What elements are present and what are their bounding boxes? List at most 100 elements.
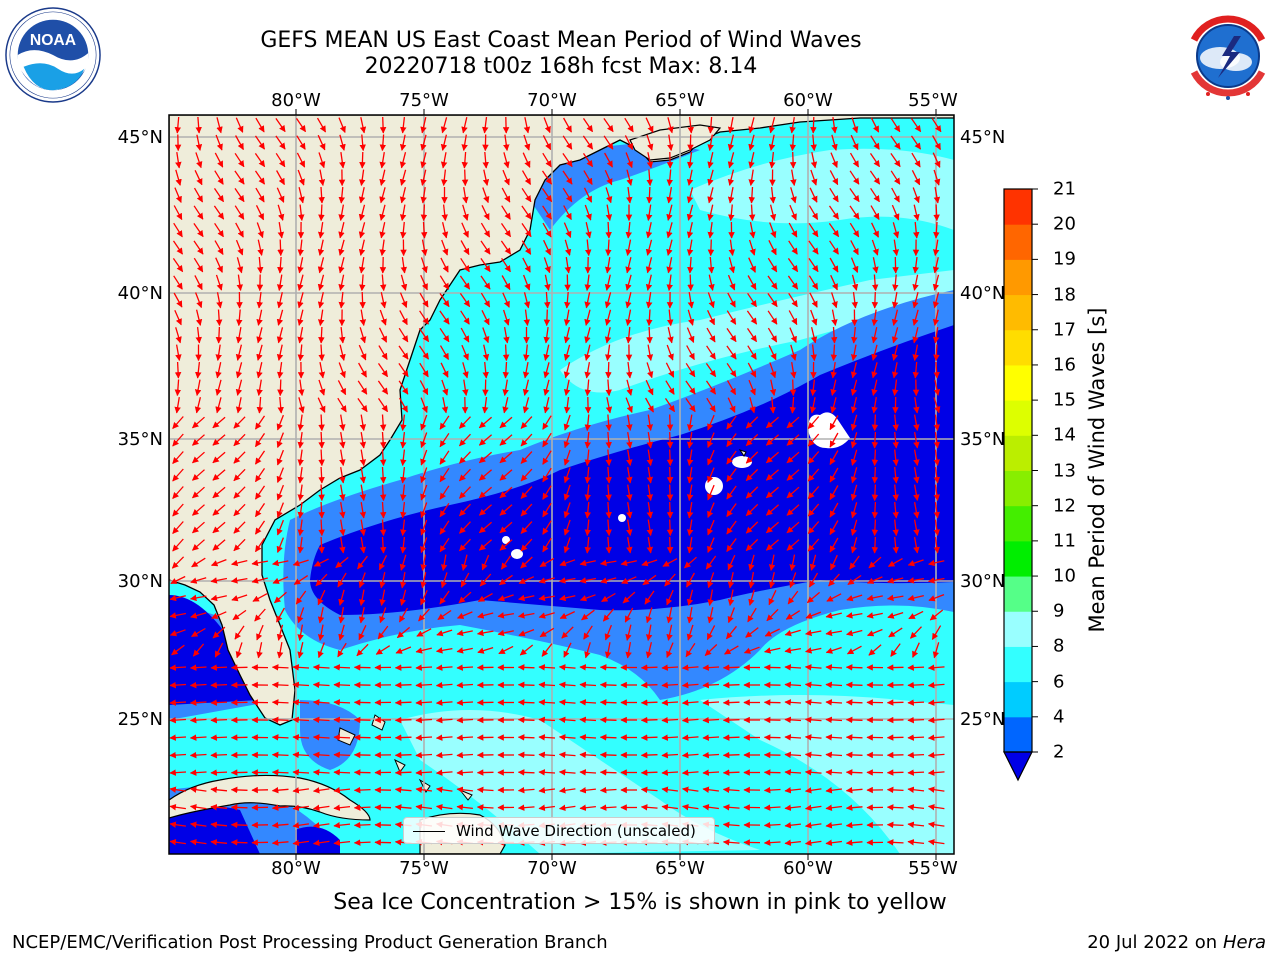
wind-arrow [318,379,326,396]
wind-arrow [503,134,510,152]
wind-arrow [213,205,225,220]
wind-arrow [317,134,326,151]
wind-arrow [640,664,658,671]
wind-arrow [254,433,266,448]
wind-arrow [645,222,653,239]
wind-arrow [254,450,266,465]
wind-arrow [686,327,695,343]
wind-arrow [845,699,863,706]
wind-arrow [563,484,571,501]
lon-label: 65°W [655,90,705,111]
wind-arrow [809,397,817,414]
wind-arrow [276,449,285,466]
wind-arrow [910,135,922,150]
wind-arrow [459,293,471,308]
wind-arrow [399,292,408,309]
left-lat-labels: 45°N 40°N 35°N 30°N 25°N [118,127,163,730]
white-spot-2 [732,456,752,468]
wind-arrow [890,135,901,150]
wind-arrow [706,397,716,413]
wind-arrow [420,449,428,466]
wind-arrow [230,821,248,829]
wind-arrow [666,222,673,239]
wind-arrow [786,469,800,481]
wind-arrow [604,256,612,274]
wind-arrow [932,152,941,168]
colorbar-tick-label: 16 [1053,354,1076,376]
wind-arrow [233,451,246,464]
colorbar-segment [1004,470,1032,507]
wind-arrow [584,274,591,292]
wind-arrow [481,310,490,326]
wind-arrow [563,414,571,431]
wind-arrow [728,204,735,222]
bermuda [738,449,747,457]
wind-arrow [933,186,941,204]
wind-arrow [685,362,696,378]
wind-arrow [173,292,183,308]
wind-arrow [789,327,797,343]
wind-arrow [353,839,371,846]
wind-arrow [933,344,940,362]
wind-arrow [808,275,819,290]
wind-arrow [172,433,184,447]
wind-arrow [707,467,715,483]
wind-arrow [544,274,551,291]
wind-arrow [767,327,778,343]
wind-arrow [886,839,904,846]
wind-arrow [726,485,737,500]
lat-label: 45°N [960,127,1005,148]
colorbar-segment [1004,716,1032,753]
wind-arrow [667,117,674,134]
footer-machine: Hera [1222,932,1266,953]
wind-arrow [236,274,244,292]
wind-arrow [604,169,613,186]
wind-arrow [379,431,387,449]
wind-arrow [338,239,345,256]
wind-arrow [726,450,737,465]
wind-arrow [727,169,735,186]
wind-arrow [599,769,617,776]
lat-label: 25°N [118,709,163,730]
wind-arrow [808,258,819,273]
wind-arrow [353,821,371,829]
wind-arrow [174,396,181,414]
wind-arrow [624,135,634,151]
wind-arrow [318,466,325,484]
wind-arrow [626,449,633,467]
wind-arrow [441,379,449,396]
wind-arrow [933,484,941,502]
wind-arrow [357,380,368,395]
wind-arrow [522,361,530,379]
wind-arrow [193,187,204,203]
wind-arrow [543,257,551,274]
wind-arrow [563,467,571,484]
wind-arrow [358,187,366,204]
wind-arrow [441,239,449,256]
wind-arrow [236,309,243,327]
wind-arrow [400,274,408,291]
wind-arrow [646,169,653,187]
wind-arrow [338,362,346,379]
wind-arrow [809,292,818,308]
wind-arrow [851,117,859,134]
colorbar-tick-label: 8 [1053,635,1065,657]
wind-arrow [420,274,428,291]
wind-arrow [378,327,388,343]
wind-arrow [520,503,533,517]
wind-arrow [851,292,858,309]
wind-arrow [748,169,755,187]
wind-arrow [482,397,489,414]
wind-arrow [379,116,387,134]
wind-arrow [192,434,205,446]
wind-arrow [276,502,285,519]
wind-arrow [379,222,386,239]
wind-arrow [379,466,387,484]
wind-arrow [911,170,921,186]
wind-arrow [722,699,740,706]
wind-arrow [584,204,592,221]
wind-arrow [501,205,511,220]
legend-line-icon [413,831,445,832]
wind-arrow [317,274,325,291]
wind-arrow [379,151,386,169]
